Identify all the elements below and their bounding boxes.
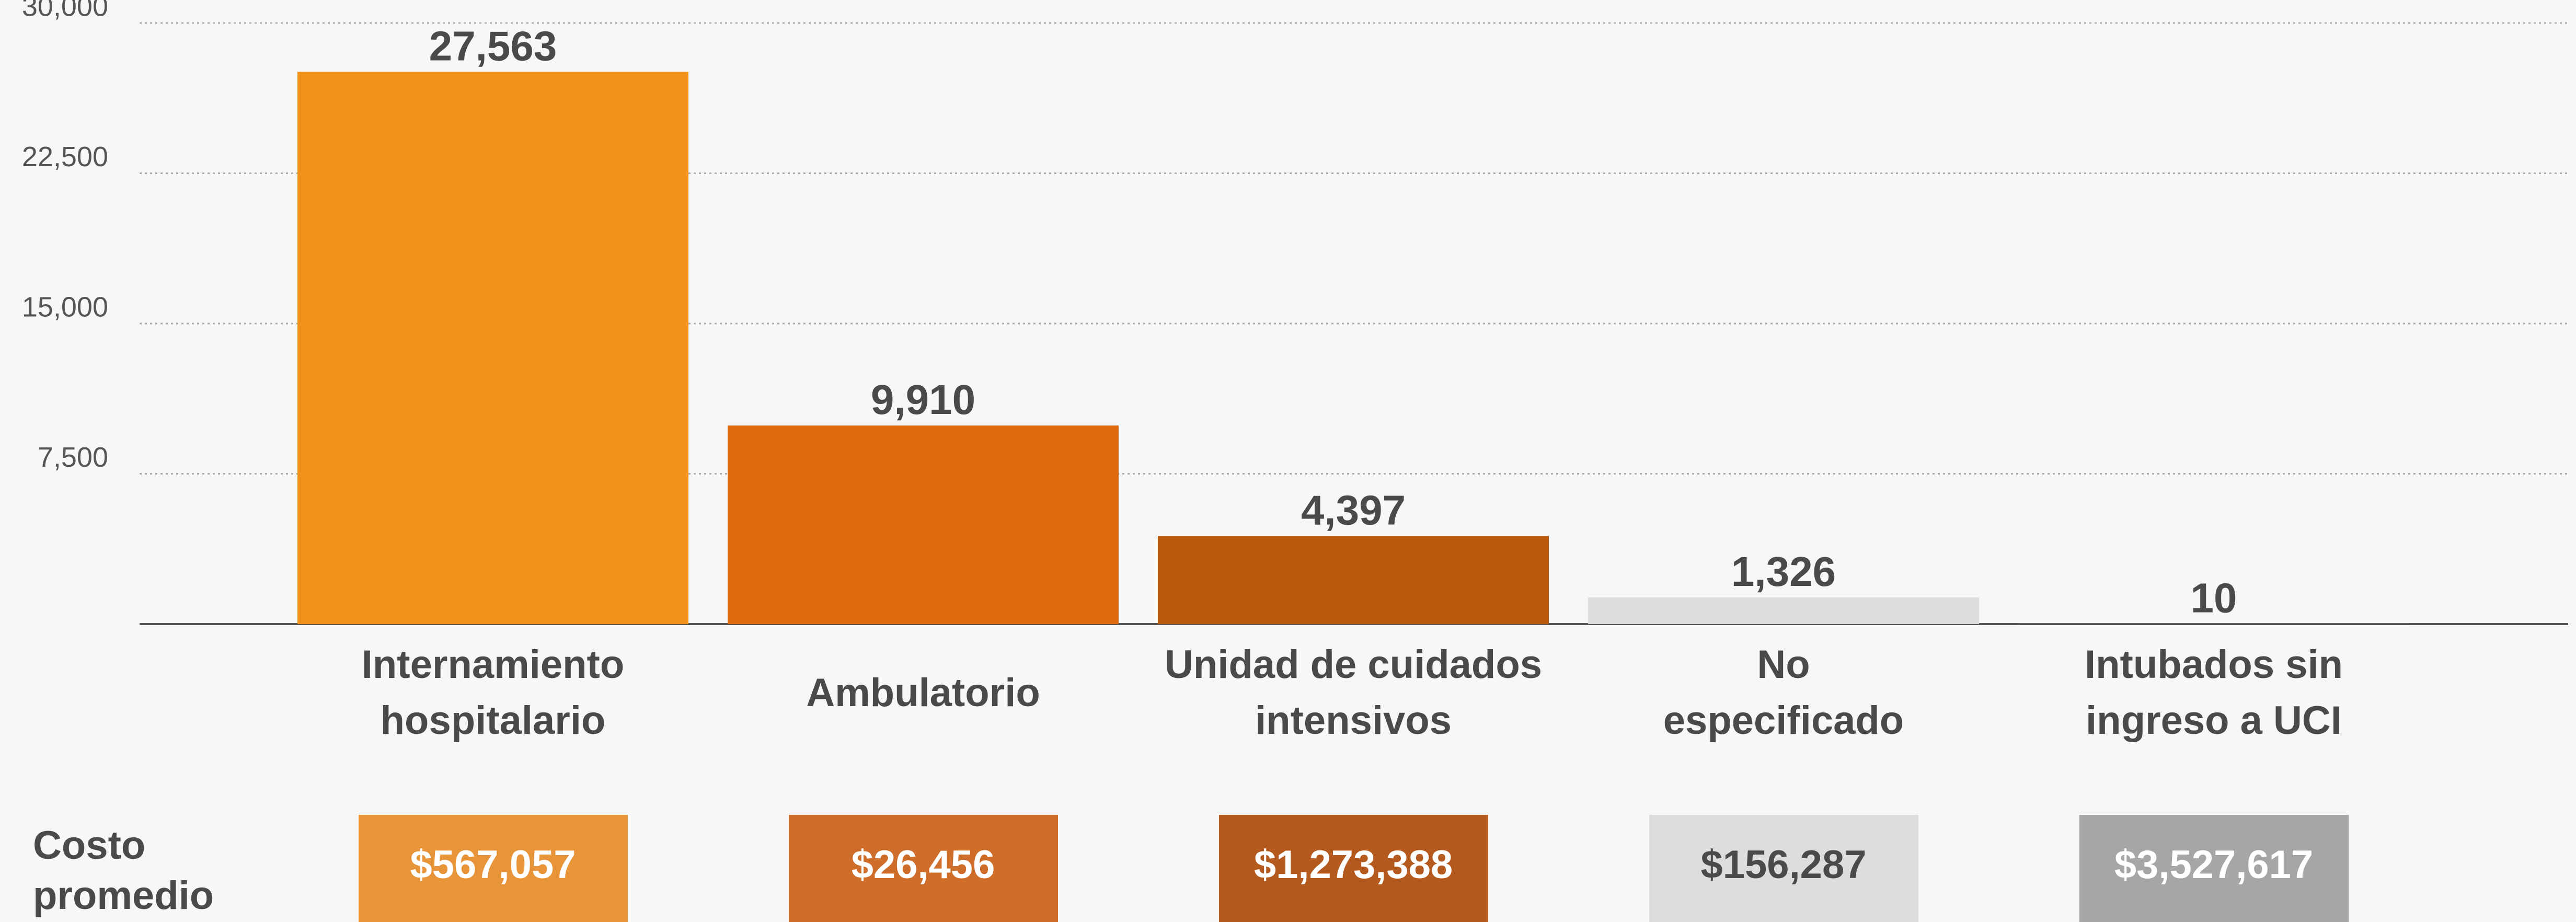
- x-tick-label: Ambulatorio: [806, 670, 1040, 715]
- cost-heading: Costo promedio: [33, 823, 214, 918]
- y-tick-label: 7,500: [38, 442, 108, 473]
- bar: [728, 425, 1119, 624]
- y-tick-label: 22,500: [22, 141, 108, 172]
- cost-box: $567,057: [358, 815, 628, 922]
- y-tick-label: 30,000: [22, 0, 108, 22]
- x-tick-label: Intubados sin ingreso a UCI: [2085, 642, 2343, 743]
- data-label: 1,326: [1731, 548, 1836, 595]
- cost-box: $156,287: [1649, 815, 1918, 922]
- data-label: 10: [2191, 575, 2237, 621]
- bar: [1158, 536, 1549, 624]
- cost-box: $1,273,388: [1218, 815, 1488, 922]
- data-label: 4,397: [1301, 487, 1406, 533]
- x-tick-label: Internamiento hospitalario: [361, 642, 625, 743]
- y-tick-label: 15,000: [22, 291, 108, 322]
- data-label: 9,910: [871, 376, 975, 423]
- cost-box: $26,456: [788, 815, 1058, 922]
- x-tick-label: Unidad de cuidados intensivos: [1164, 642, 1543, 743]
- x-tick-label: No especificado: [1663, 642, 1904, 743]
- cost-box: $3,527,617: [2079, 815, 2349, 922]
- bar: [297, 72, 688, 624]
- bar: [1588, 597, 1979, 624]
- data-label: 27,563: [429, 22, 557, 69]
